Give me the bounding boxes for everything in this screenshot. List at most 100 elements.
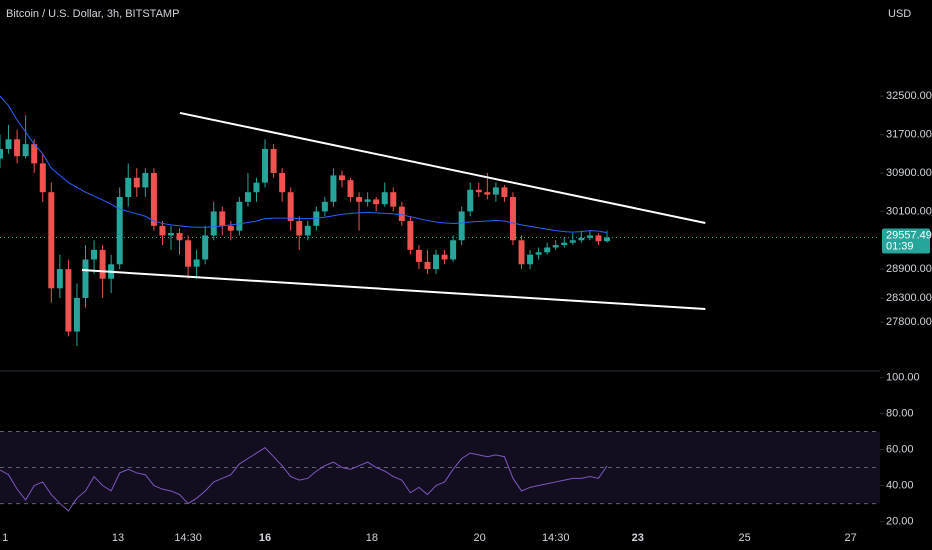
candle-body [441,254,448,260]
y-tick-label: 30100.00 [886,205,932,217]
candle-body [73,297,80,332]
candle-body [56,269,63,289]
candle-body [364,199,371,202]
candle-body [82,259,89,298]
candle-body [527,254,534,265]
candle-body [330,175,337,202]
candle-body [398,206,405,222]
rsi-y-tick-label: 40.00 [886,479,914,491]
candle-body [356,197,363,202]
candle-body [14,139,21,157]
x-tick-label: 13 [112,532,124,544]
rsi-line [0,447,608,512]
trendline [82,269,706,310]
candle-body [415,249,422,262]
chart-title: Bitcoin / U.S. Dollar, 3h, BITSTAMP [6,8,179,20]
candle-body [270,148,277,173]
candle-body [210,211,217,236]
y-tick-label: 31700.00 [886,128,932,140]
candle-body [561,242,568,246]
last-price-label: 29557.49 [886,229,932,241]
x-tick-label: 1 [2,532,8,544]
candle-body [125,177,132,198]
x-tick-label: 20 [474,532,486,544]
rsi-y-tick-label: 60.00 [886,443,914,455]
candle-body [604,237,611,242]
candle-body [236,201,243,231]
candle-body [484,192,491,195]
last-price-box [882,228,930,254]
countdown: 01:39 [886,240,914,252]
candle-body [518,240,525,265]
y-tick-label: 30900.00 [886,167,932,179]
candle-body [159,225,166,236]
candle-body [133,177,140,188]
candle-body [279,172,286,193]
candle-body [501,187,508,198]
candle-body [552,245,559,248]
candle-body [39,163,46,193]
x-tick-label: 18 [366,532,378,544]
candle-body [433,254,440,270]
y-tick-label: 28900.00 [886,263,932,275]
candle-body [492,187,499,195]
candle-body [509,197,516,241]
candle-body [381,192,388,205]
candle-body [65,269,72,332]
rsi-y-tick-label: 20.00 [886,515,914,527]
y-tick-label: 28300.00 [886,292,932,304]
rsi-y-tick-label: 100.00 [886,371,920,383]
trendline [179,111,706,224]
x-tick-label: 23 [632,532,644,544]
candle-body [202,235,209,260]
candle-body [544,247,551,253]
candle-body [116,197,123,265]
candle-body [219,211,226,226]
candle-body [5,139,12,149]
x-tick-label: 16 [259,532,271,544]
candle-body [450,240,457,260]
candle-body [475,189,482,193]
candle-body [304,225,311,236]
candle-body [287,192,294,222]
candle-body [458,211,465,241]
x-tick-label: 27 [845,532,857,544]
y-tick-label: 27800.00 [886,316,932,328]
candle-body [244,192,251,202]
candle-body [407,221,414,250]
candle-body [48,192,55,289]
y-tick-label: 32500.00 [886,90,932,102]
x-tick-label: 14:30 [542,532,570,544]
candle-body [586,235,593,238]
x-tick-label: 14:30 [174,532,202,544]
candle-body [373,199,380,205]
currency: USD [888,8,911,20]
x-tick-label: 25 [739,532,751,544]
candle-body [0,148,3,159]
candle-body [185,240,192,267]
candle-body [535,252,542,255]
candle-body [321,201,328,212]
moving-average [0,95,608,234]
candle-body [150,172,157,226]
candle-body [262,148,269,183]
candle-body [390,192,397,207]
candle-body [31,144,38,164]
candle-body [22,144,29,157]
candle-body [347,180,354,198]
candle-body [467,189,474,212]
candle-body [176,233,183,241]
candle-body [296,221,303,236]
candle-body [99,249,106,279]
candle-body [569,240,576,243]
rsi-y-tick-label: 80.00 [886,407,914,419]
candle-body [142,172,149,188]
candle-body [424,261,431,270]
candle-body [338,175,345,181]
candle-body [595,235,602,242]
candle-body [91,249,98,260]
candle-body [578,237,585,241]
candle-body [167,233,174,236]
